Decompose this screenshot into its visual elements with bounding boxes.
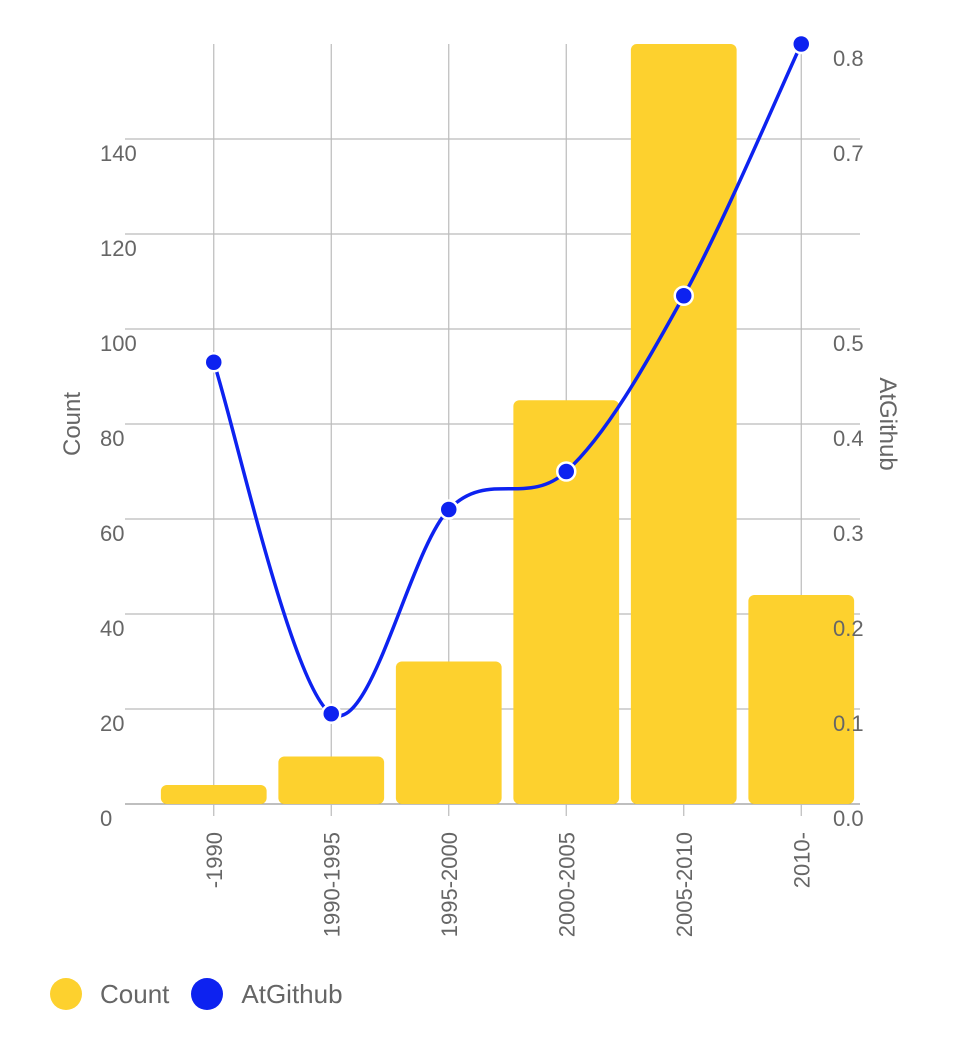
y-tick-label: 0 [100, 806, 112, 831]
y-axis-ticks: 0 20 40 60 80 100 120 140 [100, 141, 137, 831]
bar-2000-2005 [513, 400, 620, 804]
point-atgithub-2005-2010 [673, 285, 694, 306]
bars [160, 44, 855, 804]
bar-2010- [748, 595, 855, 804]
y2-tick-label: 0.7 [833, 141, 864, 166]
y-tick-label: 100 [100, 331, 137, 356]
x-tick-label: 1995-2000 [437, 832, 462, 937]
x-tick-label: 2010- [789, 832, 814, 888]
point-atgithub-1995-2000 [438, 499, 459, 520]
point-atgithub--1990 [203, 352, 224, 373]
bar-2005-2010 [630, 44, 737, 804]
point-atgithub-1990-1995 [321, 703, 342, 724]
y2-tick-label: 0.3 [833, 521, 864, 546]
y-tick-label: 120 [100, 236, 137, 261]
x-axis-ticks: -1990 1990-1995 1995-2000 2000-2005 2005-201… [202, 832, 815, 937]
legend-swatch-atgithub [191, 978, 224, 1010]
bar-1990-1995 [278, 756, 385, 804]
x-tick-label: 2005-2010 [672, 832, 697, 937]
y-tick-label: 40 [100, 616, 124, 641]
legend: Count AtGithub [50, 972, 365, 1016]
y-tick-label: 140 [100, 141, 137, 166]
x-tick-label: -1990 [202, 832, 227, 888]
y-axis-title: Count [59, 392, 86, 456]
legend-item-count[interactable]: Count [50, 978, 169, 1010]
legend-label-count: Count [100, 978, 170, 1009]
series-line-atgithub [212, 43, 803, 718]
line-layer [203, 33, 812, 724]
x-tick-label: 1990-1995 [319, 832, 344, 937]
y2-axis-title: AtGithub [874, 377, 901, 470]
y-tick-label: 80 [100, 426, 124, 451]
y2-tick-label: 0.2 [833, 616, 864, 641]
y-tick-label: 60 [100, 521, 124, 546]
point-atgithub-2010- [791, 33, 812, 55]
bar-1995-2000 [395, 661, 502, 804]
y2-tick-label: 0.4 [833, 426, 864, 451]
legend-item-atgithub[interactable]: AtGithub [191, 978, 343, 1010]
legend-swatch-count [50, 978, 82, 1010]
y-tick-label: 20 [100, 711, 124, 736]
bar--1990 [160, 785, 267, 804]
y2-tick-label: 0.1 [833, 711, 864, 736]
legend-label-atgithub: AtGithub [241, 978, 343, 1009]
x-tick-label: 2000-2005 [554, 832, 579, 937]
y2-axis-ticks: 0.0 0.1 0.2 0.3 0.4 0.5 0.7 0.8 [833, 46, 864, 831]
y2-tick-label: 0.8 [833, 46, 864, 71]
y2-tick-label: 0.5 [833, 331, 864, 356]
point-atgithub-2000-2005 [556, 461, 577, 482]
y2-tick-label: 0.0 [833, 806, 864, 831]
